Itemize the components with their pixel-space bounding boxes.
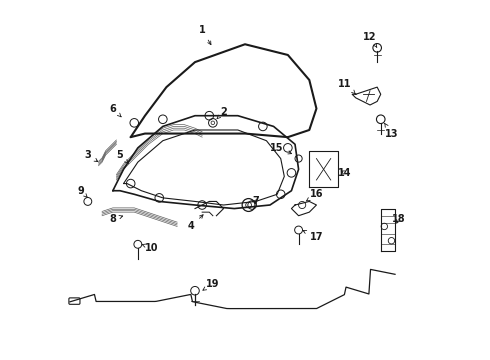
Text: 19: 19 xyxy=(203,279,220,290)
Text: 8: 8 xyxy=(109,214,122,224)
Text: 18: 18 xyxy=(392,214,405,224)
Text: 16: 16 xyxy=(306,189,323,201)
Text: 10: 10 xyxy=(142,243,159,253)
Text: 15: 15 xyxy=(270,143,292,154)
Text: 13: 13 xyxy=(385,123,398,139)
Text: 6: 6 xyxy=(109,104,121,117)
Text: 4: 4 xyxy=(188,215,203,231)
FancyBboxPatch shape xyxy=(69,298,80,304)
Text: 5: 5 xyxy=(117,150,128,163)
Text: 3: 3 xyxy=(84,150,98,162)
Text: 7: 7 xyxy=(252,197,259,206)
Text: 12: 12 xyxy=(363,32,377,47)
Text: 9: 9 xyxy=(77,186,87,197)
Text: 11: 11 xyxy=(338,78,355,94)
Text: 1: 1 xyxy=(199,25,211,45)
Text: 2: 2 xyxy=(217,107,227,119)
Text: 17: 17 xyxy=(303,230,323,242)
Text: 14: 14 xyxy=(338,168,352,178)
